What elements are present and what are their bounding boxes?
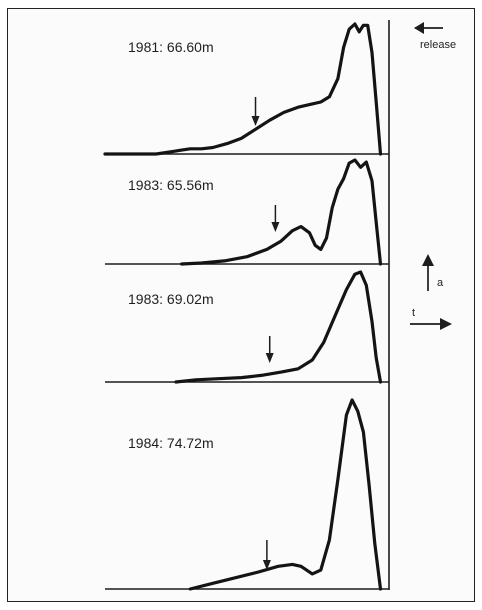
panel-2-series-line	[180, 158, 383, 266]
panel-2-marker-head	[271, 222, 280, 232]
panel-4: 1984: 74.72m	[105, 398, 389, 591]
panel-4-marker-head	[262, 560, 271, 570]
panel-1-label: 1981: 66.60m	[128, 39, 214, 55]
panel-4-series-line	[188, 398, 383, 591]
t-axis-label: t	[412, 307, 415, 319]
panel-3-label: 1983: 69.02m	[128, 291, 214, 307]
panel-1-series-line	[103, 22, 383, 156]
panel-4-label: 1984: 74.72m	[128, 435, 214, 451]
panel-1-marker-head	[251, 116, 260, 126]
panel-1: 1981: 66.60m	[103, 22, 389, 156]
panel-2: 1983: 65.56m	[105, 158, 389, 266]
figure-frame	[7, 8, 475, 602]
panel-3: 1983: 69.02m	[105, 270, 389, 384]
release-arrow-head	[414, 22, 424, 34]
a-axis-arrow-head	[422, 254, 434, 266]
panel-3-series-line	[174, 270, 383, 384]
panel-3-marker-head	[265, 353, 274, 363]
t-axis-arrow-head	[440, 318, 452, 330]
release-label: release	[420, 39, 456, 51]
panel-2-label: 1983: 65.56m	[128, 177, 214, 193]
a-axis-label: a	[437, 277, 444, 289]
